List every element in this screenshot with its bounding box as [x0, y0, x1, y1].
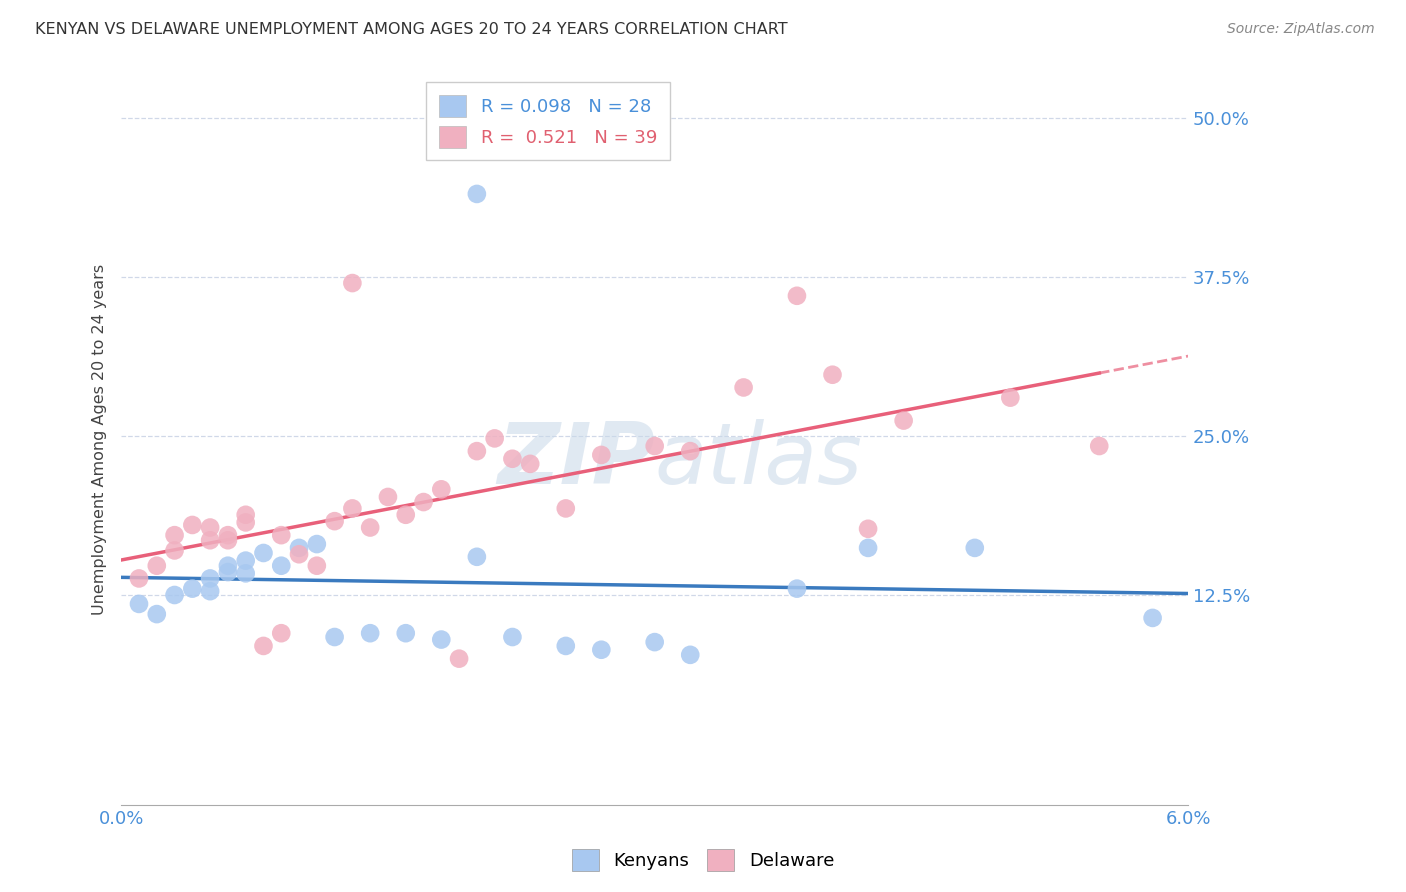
Point: [554, 501, 576, 516]
Point: [733, 380, 755, 394]
Text: atlas: atlas: [655, 419, 863, 502]
Point: [963, 541, 986, 555]
Text: KENYAN VS DELAWARE UNEMPLOYMENT AMONG AGES 20 TO 24 YEARS CORRELATION CHART: KENYAN VS DELAWARE UNEMPLOYMENT AMONG AG…: [35, 22, 787, 37]
Point: [305, 558, 328, 573]
Point: [591, 642, 613, 657]
Point: [449, 651, 471, 665]
Point: [856, 522, 879, 536]
Point: [465, 444, 488, 458]
Point: [217, 565, 239, 579]
Point: [217, 558, 239, 573]
Point: [679, 444, 702, 458]
Point: [252, 546, 274, 560]
Point: [395, 626, 418, 640]
Point: [163, 528, 186, 542]
Point: [519, 457, 541, 471]
Point: [128, 571, 150, 585]
Point: [501, 630, 523, 644]
Point: [288, 547, 311, 561]
Point: [323, 514, 346, 528]
Point: [1000, 391, 1022, 405]
Point: [359, 520, 381, 534]
Legend: R = 0.098   N = 28, R =  0.521   N = 39: R = 0.098 N = 28, R = 0.521 N = 39: [426, 82, 669, 161]
Point: [198, 520, 221, 534]
Point: [198, 533, 221, 548]
Point: [146, 558, 169, 573]
Point: [198, 571, 221, 585]
Point: [893, 413, 915, 427]
Point: [235, 553, 257, 567]
Legend: Kenyans, Delaware: Kenyans, Delaware: [565, 842, 841, 879]
Point: [128, 597, 150, 611]
Point: [786, 582, 808, 596]
Point: [554, 639, 576, 653]
Point: [856, 541, 879, 555]
Point: [252, 639, 274, 653]
Point: [430, 632, 453, 647]
Point: [644, 635, 666, 649]
Point: [1142, 611, 1164, 625]
Point: [786, 289, 808, 303]
Point: [163, 543, 186, 558]
Point: [288, 541, 311, 555]
Point: [181, 518, 204, 533]
Point: [342, 276, 364, 290]
Point: [270, 528, 292, 542]
Point: [465, 186, 488, 201]
Point: [679, 648, 702, 662]
Point: [270, 626, 292, 640]
Point: [591, 448, 613, 462]
Point: [181, 582, 204, 596]
Point: [235, 566, 257, 581]
Point: [821, 368, 844, 382]
Y-axis label: Unemployment Among Ages 20 to 24 years: Unemployment Among Ages 20 to 24 years: [93, 263, 107, 615]
Point: [644, 439, 666, 453]
Point: [412, 495, 434, 509]
Point: [217, 533, 239, 548]
Point: [235, 508, 257, 522]
Text: Source: ZipAtlas.com: Source: ZipAtlas.com: [1227, 22, 1375, 37]
Point: [484, 431, 506, 445]
Point: [395, 508, 418, 522]
Point: [323, 630, 346, 644]
Point: [359, 626, 381, 640]
Point: [465, 549, 488, 564]
Point: [146, 607, 169, 621]
Point: [342, 501, 364, 516]
Point: [501, 451, 523, 466]
Point: [270, 558, 292, 573]
Point: [217, 528, 239, 542]
Point: [235, 516, 257, 530]
Point: [198, 584, 221, 599]
Point: [1088, 439, 1111, 453]
Point: [163, 588, 186, 602]
Point: [430, 483, 453, 497]
Text: ZIP: ZIP: [498, 419, 655, 502]
Point: [305, 537, 328, 551]
Point: [377, 490, 399, 504]
